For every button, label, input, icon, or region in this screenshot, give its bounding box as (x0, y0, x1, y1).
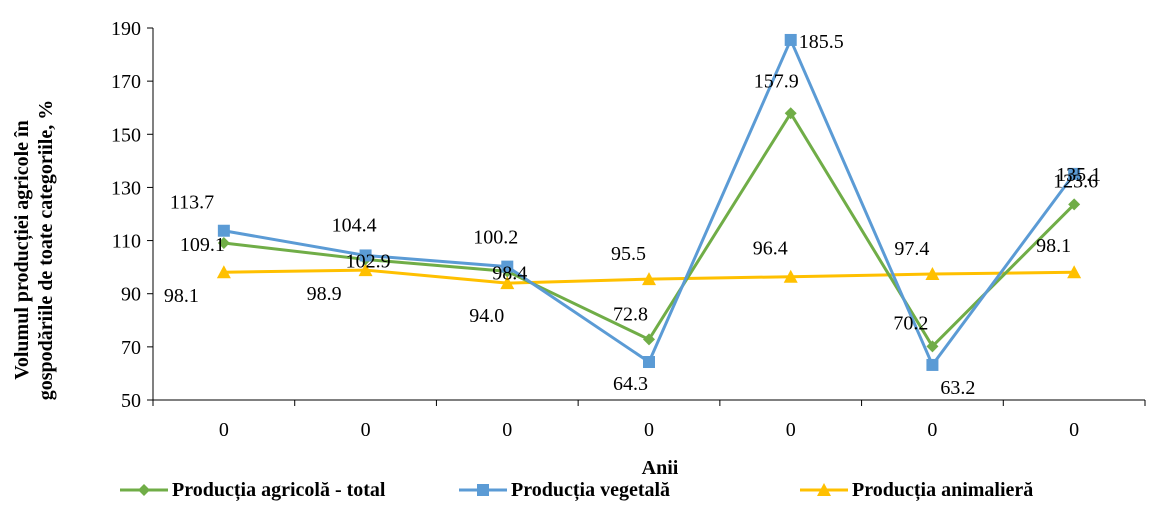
data-label: 113.7 (170, 192, 214, 214)
data-label: 98.4 (492, 262, 527, 284)
y-tick-label: 190 (111, 18, 141, 40)
series-line (223, 36, 1076, 368)
data-label: 95.5 (611, 243, 646, 265)
data-point (501, 260, 514, 273)
legend-marker (138, 484, 150, 496)
data-label: 63.2 (940, 377, 975, 399)
data-label: 98.1 (1036, 235, 1071, 257)
data-point (926, 358, 939, 371)
data-label: 70.2 (893, 312, 928, 334)
legend-label: Producția animalieră (852, 479, 1033, 502)
data-label: 98.1 (164, 285, 199, 307)
legend-label: Producția vegetală (511, 479, 670, 502)
data-point (784, 107, 797, 120)
data-label: 102.9 (346, 250, 391, 272)
y-tick-label: 170 (111, 71, 141, 93)
data-label: 157.9 (754, 70, 799, 92)
x-axis-title: Anii (642, 457, 679, 479)
legend: Producția agricolă - total Producția vege… (120, 479, 1033, 502)
data-label: 64.3 (613, 373, 648, 395)
legend-marker (477, 484, 489, 496)
data-point (783, 269, 798, 283)
x-tick-label: 0 (502, 419, 512, 441)
y-tick-label: 110 (112, 231, 141, 253)
x-tick-label: 0 (927, 419, 937, 441)
x-tick-label: 0 (1069, 419, 1079, 441)
x-tick-label: 0 (644, 419, 654, 441)
y-axis-title-line-2: gospodăriile de toate categoriile, % (35, 100, 57, 401)
data-label: 97.4 (894, 238, 929, 260)
y-axis-ticks: 50 70 90 110 130 150 170 190 (111, 18, 153, 412)
data-point (1068, 198, 1081, 211)
y-tick-label: 130 (111, 177, 141, 199)
data-point (926, 340, 939, 353)
legend-item: Producția agricolă - total (120, 479, 386, 502)
data-label: 185.5 (799, 31, 844, 53)
data-point (643, 356, 655, 369)
data-point (217, 236, 230, 249)
x-axis-ticks: 0 0 0 0 0 0 0 (152, 400, 1146, 441)
y-tick-label: 150 (111, 124, 141, 146)
data-point (642, 272, 656, 286)
y-axis-title-line-1: Volumul producției agricole în (11, 120, 34, 379)
legend-label: Producția agricolă - total (172, 479, 386, 502)
x-tick-label: 0 (219, 419, 229, 441)
data-point (925, 267, 940, 281)
legend-item: Producția vegetală (459, 479, 670, 502)
data-labels: 109.1 102.9 98.4 72.8 157.9 70.2 123.6 113.7 104… (164, 31, 1101, 399)
data-label: 123.6 (1053, 170, 1098, 192)
data-point (217, 224, 230, 237)
data-point (500, 276, 515, 290)
y-tick-label: 90 (121, 284, 141, 306)
data-label: 96.4 (753, 238, 788, 260)
series-layer (216, 33, 1082, 371)
x-tick-label: 0 (786, 419, 796, 441)
data-label: 94.0 (469, 305, 504, 327)
data-label: 104.4 (332, 214, 377, 236)
data-label: 98.9 (307, 283, 342, 305)
y-axis-title: Volumul producției agricole în gospodări… (11, 100, 57, 401)
data-point (1067, 265, 1082, 279)
legend-item: Producția animalieră (800, 479, 1033, 502)
data-label: 135.1 (1056, 164, 1101, 186)
data-point (216, 265, 231, 279)
data-label: 72.8 (613, 303, 648, 325)
data-point (784, 33, 797, 46)
data-label: 100.2 (473, 227, 518, 249)
axes (152, 28, 1145, 401)
data-point (643, 333, 655, 346)
x-tick-label: 0 (361, 419, 371, 441)
legend-marker (817, 483, 831, 496)
y-tick-label: 70 (121, 337, 141, 359)
data-point (359, 249, 372, 262)
data-point (1068, 167, 1081, 180)
y-tick-label: 50 (121, 390, 141, 412)
data-label: 109.1 (180, 234, 225, 256)
data-point (358, 263, 373, 277)
